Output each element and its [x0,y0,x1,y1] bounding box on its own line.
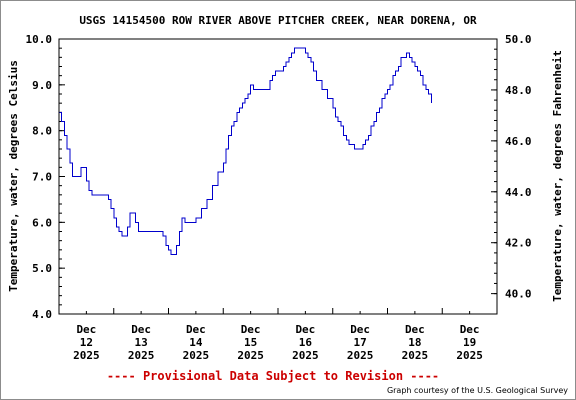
y-left-tick-label: 6.0 [32,216,52,229]
series-layer [59,47,432,255]
x-tick-label: 2025 [456,349,483,362]
y-axis-left: 4.0 5.0 6.0 7.0 8.0 9.0 10.0 [26,33,65,321]
x-tick-label: 13 [135,336,148,349]
x-tick-label: 2025 [183,349,210,362]
x-tick-label: 17 [354,336,367,349]
y-left-tick-label: 9.0 [32,79,52,92]
x-tick-label: 16 [299,336,313,349]
x-tick-label: 15 [244,336,257,349]
y-right-tick-label: 46.0 [505,135,532,148]
x-axis: Dec122025Dec132025Dec142025Dec152025Dec1… [73,308,483,362]
x-tick-label: Dec [350,323,370,336]
x-tick-label: 14 [189,336,203,349]
y-right-tick-label: 44.0 [505,186,532,199]
plot-area-border [58,38,498,315]
y-axis-right: 40.0 42.0 44.0 46.0 48.0 50.0 [491,33,532,301]
x-tick-label: Dec [76,323,96,336]
y-right-tick-label: 48.0 [505,84,532,97]
x-tick-label: Dec [460,323,480,336]
y-left-tick-label: 8.0 [32,125,52,138]
x-tick-label: 12 [80,336,93,349]
y-left-tick-label: 4.0 [32,308,52,321]
x-tick-label: 2025 [128,349,155,362]
x-tick-label: Dec [186,323,206,336]
usgs-credit: Graph courtesy of the U.S. Geological Su… [387,386,568,395]
x-tick-label: Dec [405,323,425,336]
x-tick-label: 2025 [237,349,264,362]
x-tick-label: 2025 [402,349,429,362]
temperature-series-line [59,47,432,255]
y-axis-left-label: Temperature, water, degrees Celsius [7,60,20,292]
x-tick-label: 19 [463,336,476,349]
x-tick-label: Dec [295,323,315,336]
y-axis-right-label: Temperature, water, degrees Fahrenheit [551,50,564,302]
x-tick-label: Dec [131,323,151,336]
x-tick-label: 2025 [73,349,100,362]
y-right-tick-label: 40.0 [505,288,532,301]
y-left-tick-label: 10.0 [26,33,53,46]
x-tick-label: 2025 [292,349,319,362]
y-right-tick-label: 42.0 [505,237,532,250]
chart-title: USGS 14154500 ROW RIVER ABOVE PITCHER CR… [79,14,477,27]
x-tick-label: 18 [408,336,421,349]
x-tick-label: 2025 [347,349,374,362]
y-left-tick-label: 7.0 [32,171,52,184]
provisional-notice: ---- Provisional Data Subject to Revisio… [107,369,439,383]
x-tick-label: Dec [241,323,261,336]
y-right-tick-label: 50.0 [505,33,532,46]
y-left-tick-label: 5.0 [32,262,52,275]
